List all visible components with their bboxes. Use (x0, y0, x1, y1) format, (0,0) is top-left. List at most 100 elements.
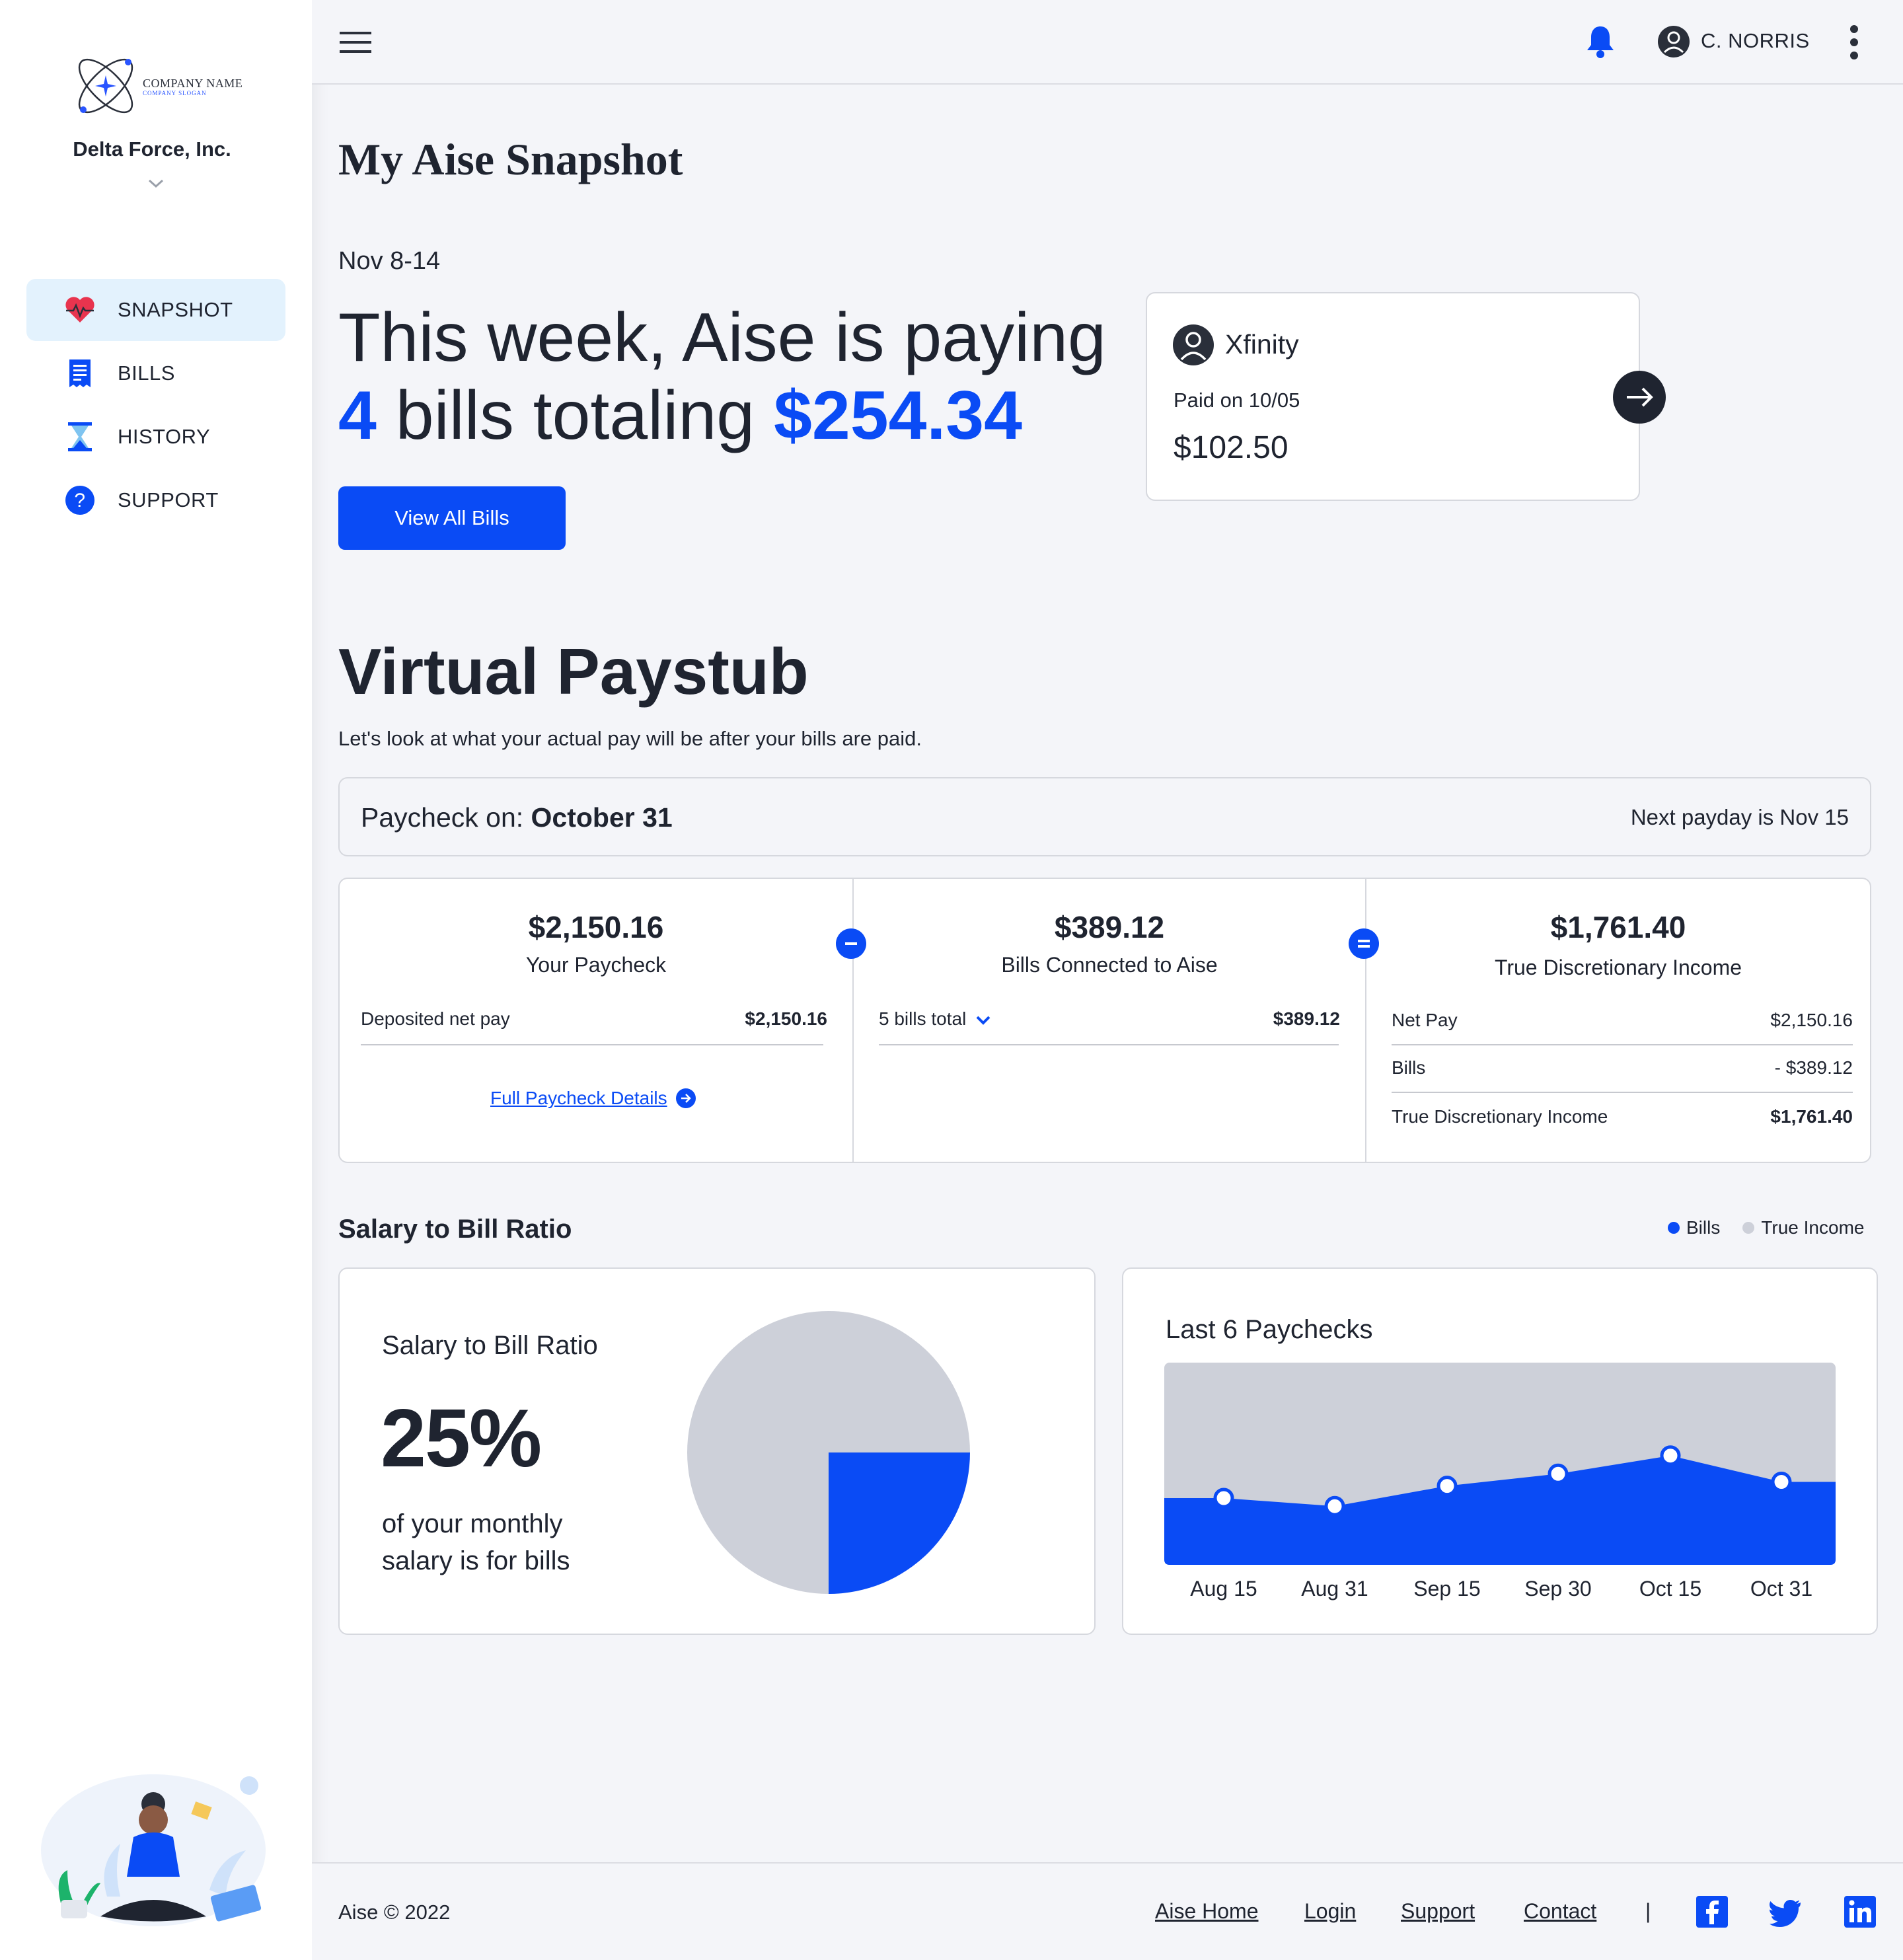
footer-link-aise-home[interactable]: Aise Home (1155, 1899, 1259, 1923)
data-point[interactable] (1324, 1495, 1345, 1517)
meditation-illustration (41, 1774, 266, 1926)
x-tick-label: Sep 15 (1413, 1577, 1481, 1601)
sidebar-item-bills[interactable]: BILLS (26, 342, 285, 404)
user-name[interactable]: C. NORRIS (1701, 29, 1810, 52)
copyright: Aise © 2022 (338, 1901, 451, 1924)
topbar: C. NORRIS (312, 0, 1903, 85)
discretionary-column: $1,761.40 True Discretionary Income Net … (1365, 879, 1870, 1162)
hourglass-icon (65, 422, 95, 452)
ratio-card-title: Salary to Bill Ratio (382, 1331, 598, 1360)
chart-legend: Bills True Income (1668, 1217, 1864, 1238)
row-value: $2,150.16 (745, 1008, 827, 1029)
biller-avatar-icon (1173, 324, 1214, 365)
x-tick-label: Aug 31 (1301, 1577, 1368, 1601)
facebook-icon[interactable] (1696, 1895, 1729, 1928)
x-tick-label: Oct 31 (1750, 1577, 1813, 1601)
bill-count: 4 (338, 377, 377, 454)
bills-total-label: 5 bills total (879, 1008, 967, 1029)
row-label: Bills (1392, 1057, 1426, 1078)
paycheck-label: Your Paycheck (525, 953, 667, 977)
sidebar-item-history[interactable]: HISTORY (26, 406, 285, 468)
data-point[interactable] (1660, 1445, 1681, 1466)
row-value: $389.12 (1273, 1008, 1340, 1029)
area-series-bills (1164, 1455, 1836, 1565)
discretionary-amount: $1,761.40 (1550, 910, 1686, 944)
row-divider (361, 1044, 823, 1045)
full-paycheck-details-link[interactable]: Full Paycheck Details (490, 1088, 667, 1109)
chevron-down-icon[interactable] (147, 177, 165, 190)
paystub-subtitle: Let's look at what your actual pay will … (338, 727, 922, 750)
row-label: Deposited net pay (361, 1008, 510, 1029)
x-tick-label: Oct 15 (1639, 1577, 1702, 1601)
sidebar-item-snapshot[interactable]: SNAPSHOT (26, 279, 285, 341)
next-payday: Next payday is Nov 15 (1630, 805, 1849, 829)
row-divider (879, 1044, 1339, 1045)
paycheck-date: October 31 (531, 802, 673, 833)
paycheck-date-label: Paycheck on: October 31 (361, 802, 673, 833)
paychecks-area-chart (1164, 1363, 1836, 1565)
discretionary-label: True Discretionary Income (1494, 956, 1742, 979)
net-pay-row: Net Pay $2,150.16 (1392, 1010, 1853, 1036)
logo-company-name: COMPANY NAME (143, 77, 243, 90)
row-value: - $389.12 (1774, 1057, 1853, 1078)
bill-card[interactable]: Xfinity Paid on 10/05 $102.50 (1146, 292, 1640, 501)
sidebar-item-label: HISTORY (118, 425, 211, 448)
paycheck-bar: Paycheck on: October 31 Next payday is N… (338, 777, 1871, 856)
bill-document-icon (65, 358, 95, 389)
ratio-value: 25% (381, 1393, 542, 1484)
more-options-icon[interactable] (1846, 24, 1862, 61)
minus-icon (836, 928, 866, 959)
legend-item-true-income: True Income (1742, 1217, 1864, 1238)
paychecks-title: Last 6 Paychecks (1166, 1315, 1373, 1344)
user-avatar-icon[interactable] (1657, 25, 1690, 58)
view-all-bills-button[interactable]: View All Bills (338, 486, 566, 550)
row-divider (1392, 1044, 1853, 1045)
data-point[interactable] (1548, 1463, 1569, 1484)
arrow-circle-right-icon[interactable] (675, 1088, 696, 1109)
footer-link-contact[interactable]: Contact (1524, 1899, 1597, 1923)
pie-slice-true-income (687, 1311, 970, 1594)
legend-label: Bills (1686, 1217, 1721, 1238)
deposited-row: Deposited net pay $2,150.16 (361, 1008, 827, 1035)
bell-icon[interactable] (1585, 24, 1616, 59)
legend-dot (1668, 1222, 1680, 1234)
ratio-section-title: Salary to Bill Ratio (338, 1215, 572, 1244)
data-point[interactable] (1437, 1476, 1458, 1497)
bill-paid-date: Paid on 10/05 (1174, 389, 1300, 412)
company-logo (78, 58, 133, 114)
paycheck-label-text: Paycheck on: (361, 802, 531, 833)
bill-amount: $102.50 (1174, 430, 1288, 465)
linkedin-icon[interactable] (1844, 1895, 1877, 1928)
pie-slice-bills (829, 1452, 970, 1594)
chevron-down-icon[interactable] (975, 1014, 991, 1026)
footer-link-support[interactable]: Support (1401, 1899, 1475, 1923)
bills-column: $389.12 Bills Connected to Aise 5 bills … (852, 879, 1365, 1162)
bills-amount: $389.12 (1054, 910, 1165, 944)
ratio-card: Salary to Bill Ratio 25% of your monthly… (338, 1267, 1096, 1635)
data-point[interactable] (1771, 1472, 1792, 1493)
paycheck-column: $2,150.16 Your Paycheck Deposited net pa… (340, 879, 852, 1162)
link-label: Full Paycheck Details (490, 1088, 667, 1108)
row-value: $1,761.40 (1770, 1106, 1853, 1127)
data-point[interactable] (1213, 1488, 1234, 1509)
sidebar-item-support[interactable]: ? SUPPORT (26, 469, 285, 531)
company-name: Delta Force, Inc. (73, 137, 231, 161)
page-title: My Aise Snapshot (338, 134, 683, 184)
x-tick-label: Sep 30 (1524, 1577, 1592, 1601)
legend-item-bills: Bills (1668, 1217, 1720, 1238)
x-tick-label: Aug 15 (1190, 1577, 1257, 1601)
sidebar-nav: SNAPSHOT BILLS (26, 279, 285, 533)
discretionary-row: True Discretionary Income $1,761.40 (1392, 1106, 1853, 1133)
headline-mid-text: bills totaling (376, 377, 774, 454)
bills-total-row[interactable]: 5 bills total $389.12 (879, 1008, 1340, 1035)
row-label: True Discretionary Income (1392, 1106, 1608, 1127)
footer: Aise © 2022 Aise Home Login Support Cont… (312, 1862, 1903, 1960)
hamburger-menu-icon[interactable] (338, 29, 373, 56)
bills-label: Bills Connected to Aise (1001, 953, 1218, 977)
headline-line2: 4 bills totaling $254.34 (338, 377, 1106, 455)
arrow-right-icon[interactable] (1612, 370, 1666, 424)
footer-link-login[interactable]: Login (1304, 1899, 1357, 1923)
twitter-icon[interactable] (1770, 1895, 1803, 1928)
headline-line1: This week, Aise is paying (338, 299, 1106, 376)
sidebar-item-label: SNAPSHOT (118, 298, 233, 321)
